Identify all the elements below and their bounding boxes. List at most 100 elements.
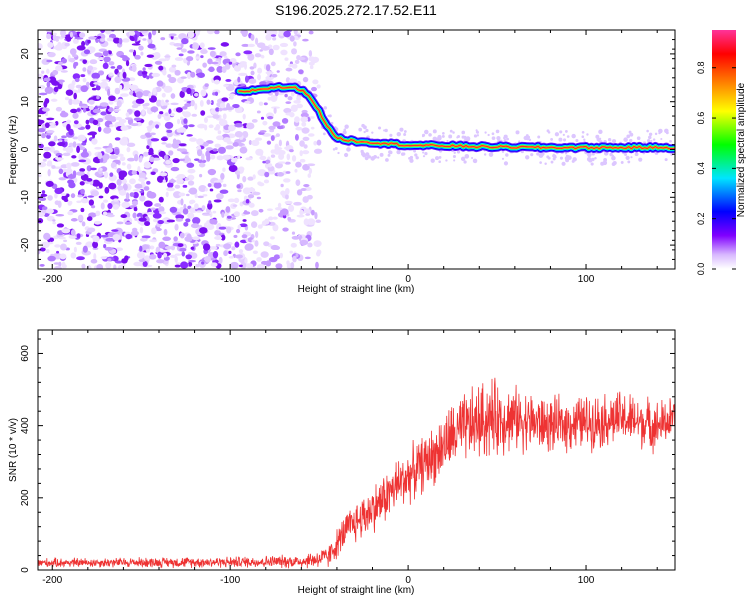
noise-speckle — [77, 134, 86, 142]
noise-speckle — [109, 172, 114, 177]
noise-speckle — [629, 138, 633, 143]
noise-speckle — [61, 228, 71, 234]
noise-speckle — [85, 124, 91, 130]
noise-speckle — [190, 71, 196, 78]
noise-speckle — [178, 143, 187, 147]
noise-speckle — [152, 87, 157, 95]
noise-speckle — [265, 71, 274, 75]
noise-speckle — [68, 142, 74, 147]
noise-speckle — [158, 241, 166, 249]
noise-speckle — [476, 134, 480, 137]
noise-speckle — [108, 72, 114, 77]
noise-speckle — [664, 158, 668, 162]
spectrogram-x-axis: -200 -100 0 100 — [42, 30, 658, 285]
noise-speckle — [67, 210, 74, 216]
noise-speckle — [95, 85, 101, 91]
noise-speckle — [106, 37, 114, 42]
noise-speckle — [185, 254, 193, 260]
noise-speckle — [100, 111, 107, 116]
snr-plot-area — [38, 330, 675, 570]
noise-speckle — [100, 30, 105, 34]
noise-speckle — [137, 103, 141, 107]
noise-speckle — [156, 259, 165, 264]
noise-speckle — [241, 43, 250, 47]
noise-speckle — [93, 253, 97, 261]
noise-speckle — [196, 149, 203, 157]
noise-speckle — [280, 190, 286, 196]
noise-speckle — [526, 135, 531, 139]
noise-speckle — [249, 66, 255, 70]
noise-speckle — [89, 81, 96, 88]
noise-speckle — [174, 253, 182, 256]
noise-speckle — [217, 146, 226, 154]
noise-speckle — [99, 102, 109, 107]
noise-speckle — [184, 177, 190, 181]
noise-speckle — [108, 182, 117, 190]
noise-speckle — [120, 93, 129, 97]
noise-speckle — [105, 262, 112, 269]
noise-speckle — [342, 130, 347, 135]
noise-speckle — [148, 191, 157, 199]
noise-speckle — [396, 149, 401, 155]
noise-speckle — [200, 55, 204, 59]
noise-speckle — [181, 251, 186, 257]
noise-speckle — [624, 153, 628, 156]
noise-speckle — [263, 179, 270, 184]
noise-speckle — [168, 150, 174, 156]
noise-speckle — [270, 135, 275, 141]
noise-speckle — [156, 80, 164, 87]
noise-speckle — [208, 124, 214, 129]
noise-speckle — [275, 147, 283, 151]
noise-speckle — [186, 87, 192, 95]
noise-speckle — [38, 218, 44, 224]
noise-speckle — [159, 111, 164, 115]
noise-speckle — [187, 212, 195, 219]
noise-speckle — [91, 72, 101, 80]
noise-speckle — [88, 99, 95, 105]
noise-speckle — [202, 243, 211, 251]
noise-speckle — [143, 105, 149, 110]
noise-speckle — [285, 67, 293, 72]
noise-speckle — [162, 69, 167, 76]
noise-speckle — [270, 236, 275, 240]
noise-speckle — [130, 230, 139, 236]
noise-speckle — [96, 95, 100, 100]
noise-speckle — [189, 199, 196, 204]
noise-speckle — [313, 240, 322, 247]
noise-speckle — [187, 50, 195, 54]
noise-speckle — [178, 53, 184, 57]
noise-speckle — [46, 33, 52, 40]
noise-speckle — [408, 157, 411, 160]
noise-speckle — [256, 257, 262, 262]
noise-speckle — [66, 37, 72, 42]
noise-speckle — [484, 131, 487, 134]
noise-speckle — [48, 141, 56, 147]
noise-speckle — [203, 117, 208, 123]
noise-speckle — [65, 146, 74, 154]
noise-speckle — [428, 133, 432, 137]
noise-speckle — [72, 136, 79, 140]
noise-speckle — [45, 248, 50, 254]
noise-speckle — [304, 256, 311, 260]
noise-speckle — [373, 154, 378, 159]
spectrogram-noise — [38, 30, 675, 269]
noise-speckle — [38, 197, 47, 201]
noise-speckle — [73, 123, 82, 129]
noise-speckle — [126, 32, 130, 37]
noise-speckle — [116, 153, 124, 157]
noise-speckle — [76, 145, 81, 154]
noise-speckle — [48, 122, 56, 126]
noise-speckle — [88, 105, 94, 110]
noise-speckle — [265, 75, 274, 81]
noise-speckle — [223, 137, 231, 143]
snr-frame — [37, 329, 676, 571]
noise-speckle — [149, 245, 155, 250]
noise-speckle — [44, 98, 50, 104]
noise-speckle — [638, 157, 643, 162]
noise-speckle — [328, 114, 332, 118]
noise-speckle — [81, 263, 86, 269]
noise-speckle — [611, 162, 616, 167]
noise-speckle — [274, 245, 281, 250]
noise-speckle — [72, 73, 81, 80]
noise-speckle — [300, 188, 307, 192]
